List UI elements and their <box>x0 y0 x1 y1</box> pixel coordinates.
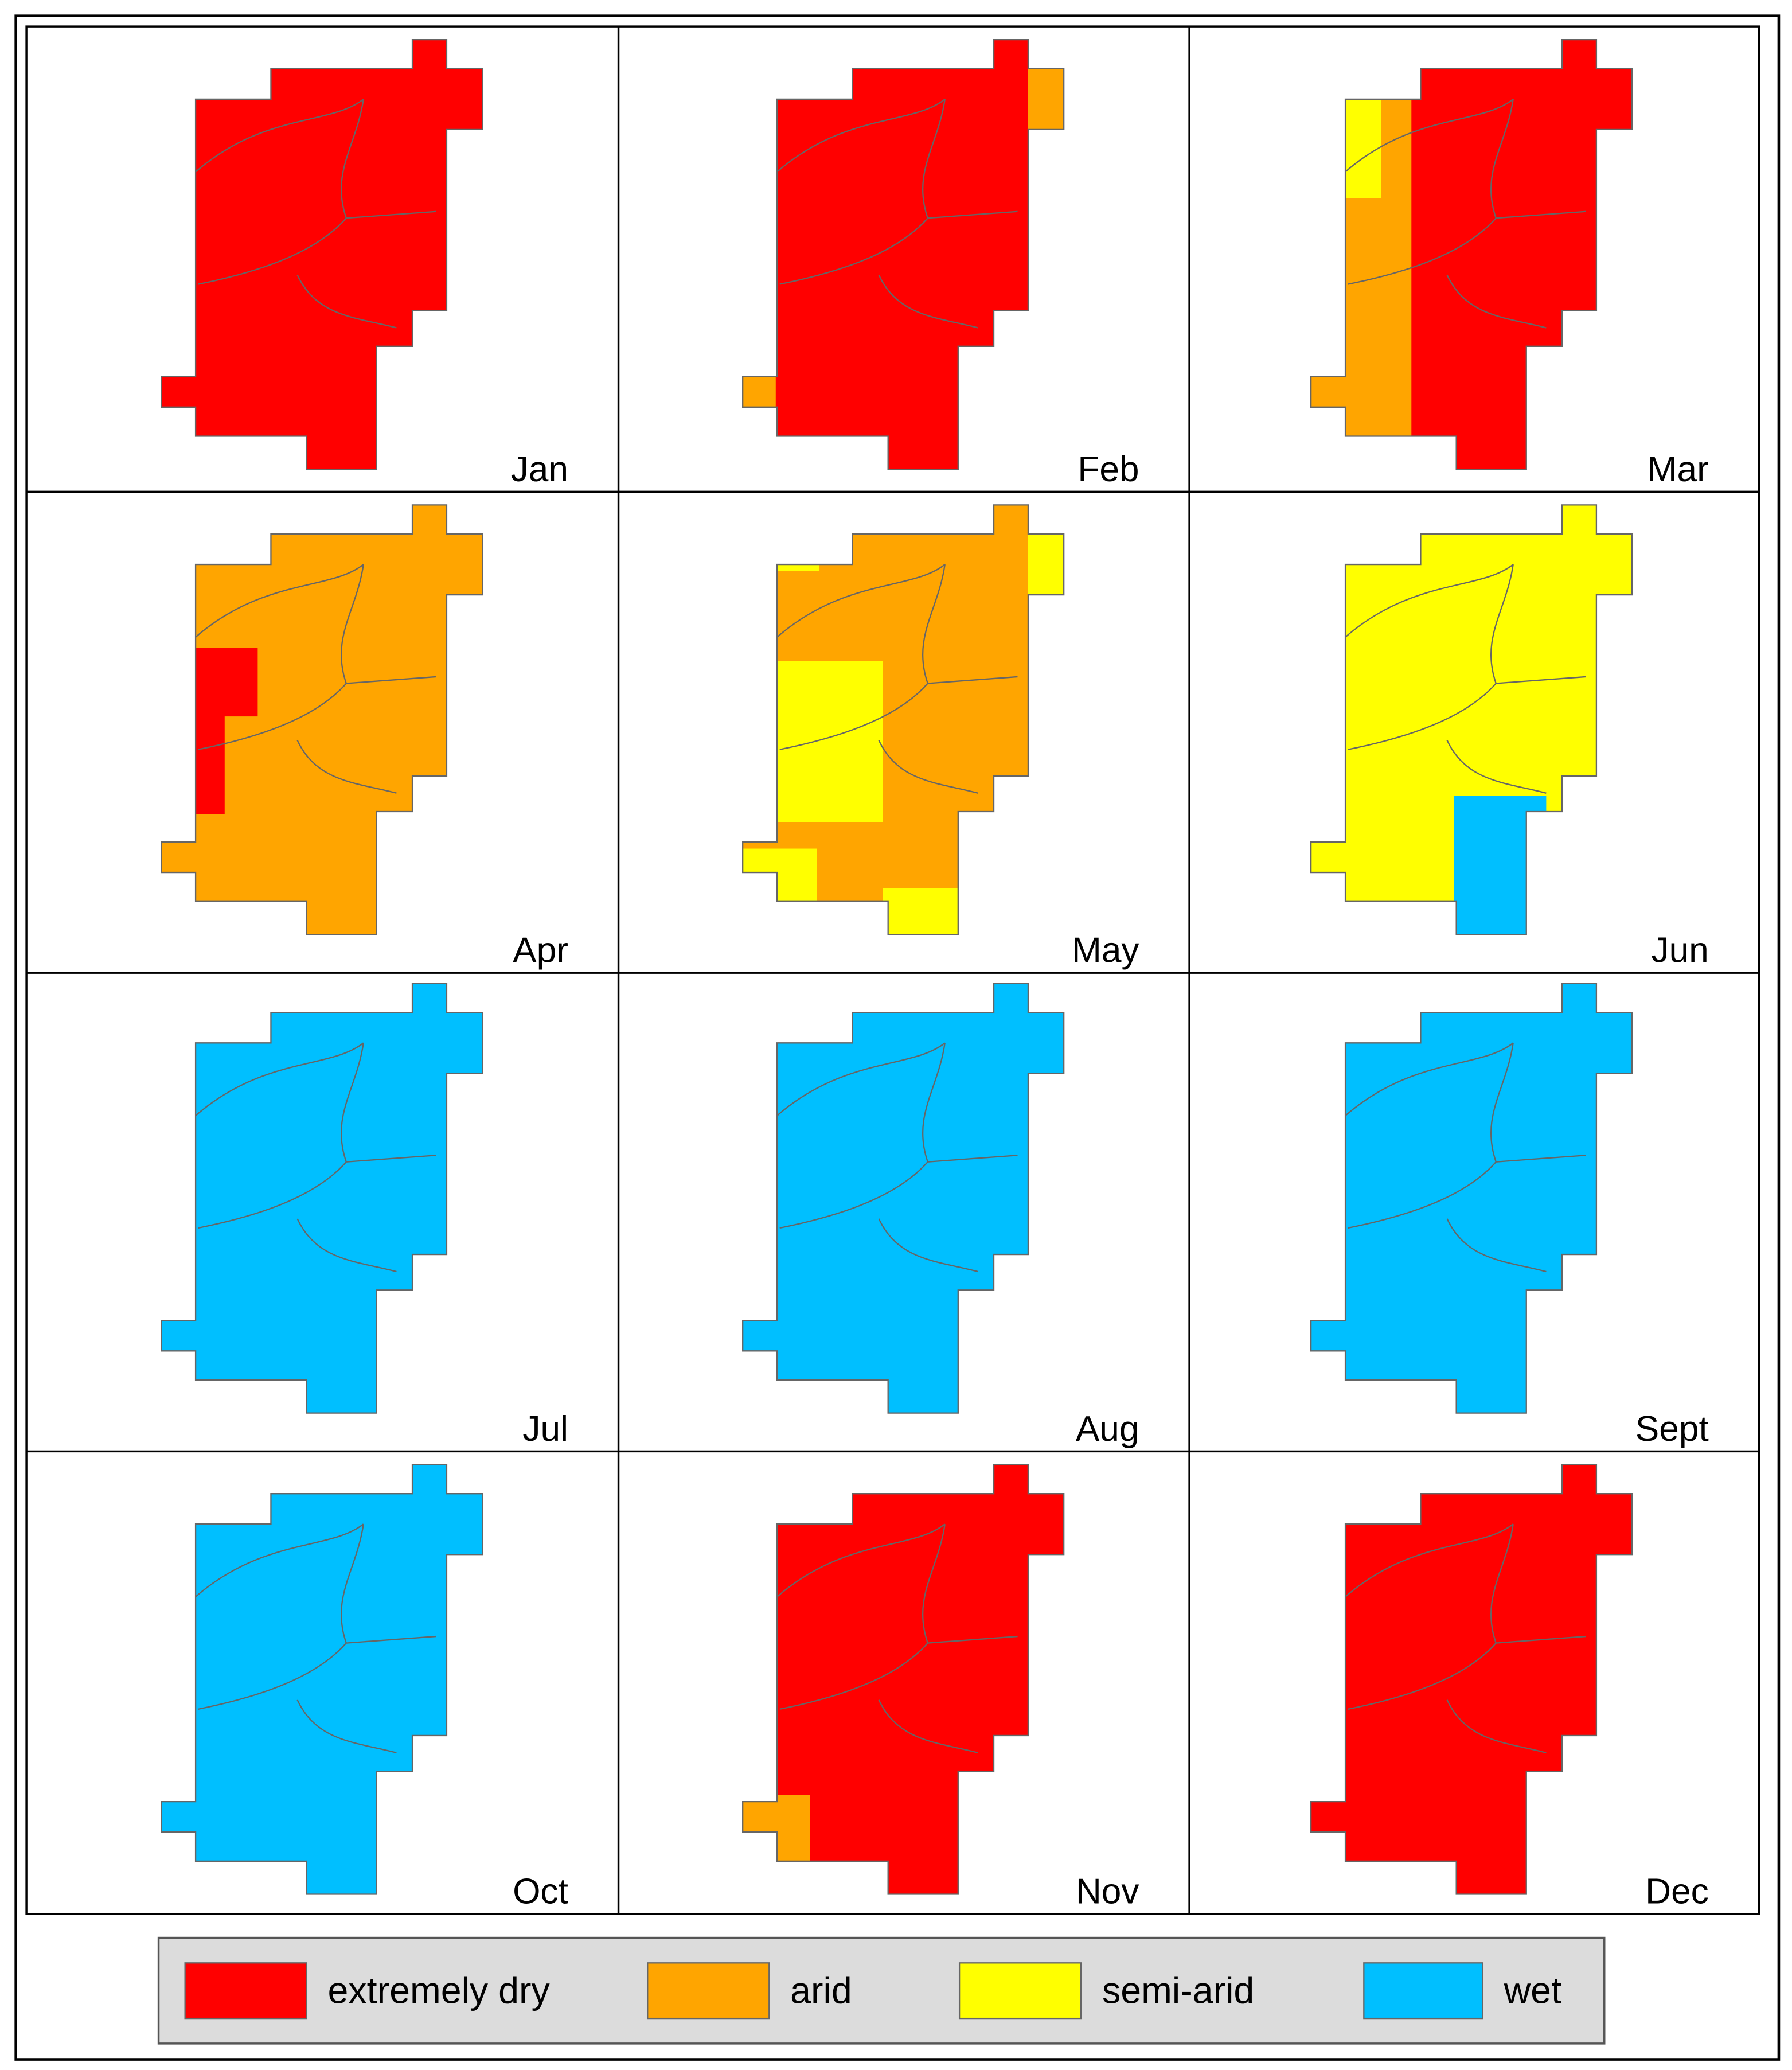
month-label: Sept <box>1635 1409 1709 1449</box>
district-line <box>776 1042 1018 1273</box>
region-outline <box>742 983 1065 1414</box>
legend-label: arid <box>790 1970 852 2011</box>
region-outline <box>161 983 483 1414</box>
region-outline <box>742 39 1065 470</box>
region-patch <box>770 661 883 822</box>
month-label: Aug <box>1076 1409 1139 1449</box>
region-fill <box>743 505 1064 935</box>
region-fill <box>1311 983 1633 1413</box>
map-panel <box>161 40 483 470</box>
region-outline <box>1310 39 1633 470</box>
region-patch <box>1028 68 1064 130</box>
region-fill <box>161 1464 483 1894</box>
legend-swatch <box>958 1962 1082 2020</box>
district-line <box>776 98 1018 329</box>
district-line <box>776 1523 1018 1753</box>
month-label: Mar <box>1647 450 1709 489</box>
month-label: Oct <box>513 1872 568 1912</box>
map-panel <box>1311 1464 1633 1894</box>
district-line <box>1345 1042 1586 1273</box>
region-outline <box>161 39 483 470</box>
month-label: May <box>1072 931 1139 970</box>
region-fill <box>161 505 483 935</box>
outer-frame <box>14 14 1781 2061</box>
region-fill <box>161 983 483 1413</box>
region-fill <box>1311 1464 1633 1894</box>
legend-swatch <box>647 1962 770 2020</box>
region-patch <box>883 888 962 935</box>
region-fill <box>743 40 1064 470</box>
map-panel <box>161 983 483 1413</box>
region-outline <box>742 1464 1065 1895</box>
month-label: Jun <box>1651 931 1708 970</box>
region-fill <box>161 40 483 470</box>
panel-grid <box>25 25 1760 1915</box>
region-outline <box>742 504 1065 935</box>
district-line <box>195 1042 436 1273</box>
region-outline <box>1310 1464 1633 1895</box>
map-panel <box>161 505 483 935</box>
month-label: Dec <box>1645 1872 1709 1912</box>
region-outline <box>1310 983 1633 1414</box>
legend-label: extremely dry <box>328 1970 551 2011</box>
district-line <box>195 1523 436 1753</box>
district-line <box>1345 564 1586 794</box>
district-line <box>1345 98 1586 329</box>
month-label: Jul <box>522 1409 568 1449</box>
region-outline <box>1310 504 1633 935</box>
district-line <box>1345 1523 1586 1753</box>
month-label: Jan <box>511 450 568 489</box>
district-line <box>195 98 436 329</box>
map-panel <box>1311 983 1633 1413</box>
map-panel <box>743 983 1064 1413</box>
region-fill <box>743 983 1064 1413</box>
region-outline <box>161 504 483 935</box>
legend-label: wet <box>1504 1970 1561 2011</box>
legend-swatch <box>1363 1962 1483 2020</box>
region-fill <box>1311 505 1633 935</box>
region-outline <box>161 1464 483 1895</box>
district-line <box>195 564 436 794</box>
month-label: Feb <box>1077 450 1139 489</box>
month-label: Nov <box>1076 1872 1139 1912</box>
month-label: Apr <box>513 931 568 970</box>
legend-label: semi-arid <box>1102 1970 1254 2011</box>
region-fill <box>743 1464 1064 1894</box>
legend-swatch <box>184 1962 307 2020</box>
district-line <box>776 564 1018 794</box>
